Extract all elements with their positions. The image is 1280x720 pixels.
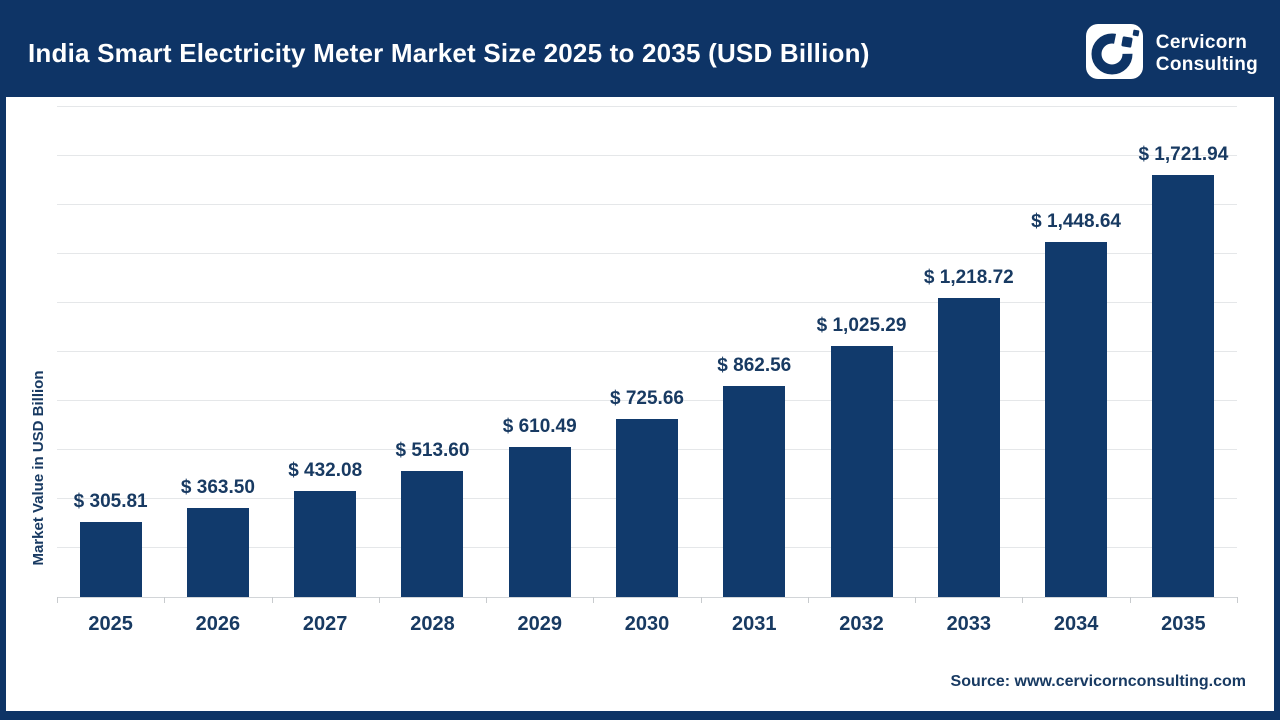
bar-2031 bbox=[723, 385, 786, 597]
frame-border-bottom bbox=[0, 711, 1280, 720]
page-title: India Smart Electricity Meter Market Siz… bbox=[28, 38, 870, 68]
x-axis-tick bbox=[486, 597, 488, 603]
bar-2033 bbox=[937, 298, 1000, 597]
x-axis-tick bbox=[57, 597, 58, 603]
bar-value-label-2032: $ 1,025.29 bbox=[816, 314, 907, 336]
x-axis-tick bbox=[164, 597, 166, 603]
x-axis-label-2025: 2025 bbox=[88, 613, 133, 635]
gridline-1000 bbox=[57, 351, 1237, 352]
bar-2025 bbox=[79, 522, 142, 597]
plot-area: $ 305.81 2025 $ 363.50 2026 $ 432.08 2027 $ 51… bbox=[57, 106, 1238, 635]
bar-2026 bbox=[186, 507, 249, 597]
bar-value-label-2030: $ 725.66 bbox=[610, 388, 684, 410]
gridline-1600 bbox=[57, 204, 1237, 205]
x-axis-label-2032: 2032 bbox=[839, 613, 884, 635]
bar-2032 bbox=[830, 345, 893, 597]
bar-2027 bbox=[294, 491, 357, 597]
x-axis-tick bbox=[915, 597, 917, 603]
frame-border-right bbox=[1274, 0, 1280, 720]
x-axis-tick bbox=[700, 597, 702, 603]
gridline-1200 bbox=[57, 302, 1237, 303]
source-text: Source: www.cervicornconsulting.com bbox=[950, 673, 1246, 690]
x-axis-label-2026: 2026 bbox=[195, 613, 241, 635]
bar-value-label-2028: $ 513.60 bbox=[395, 440, 470, 462]
bar-value-label-2027: $ 432.08 bbox=[288, 460, 363, 482]
gridline-800 bbox=[57, 400, 1237, 401]
x-axis-label-2029: 2029 bbox=[517, 613, 562, 635]
x-axis-tick bbox=[593, 597, 595, 603]
gridline-1400 bbox=[57, 253, 1237, 254]
x-axis-label-2035: 2035 bbox=[1161, 613, 1206, 635]
bar-chart: Market Value in USD Billion $ 305.81 2025… bbox=[0, 97, 1280, 711]
bar-value-label-2034: $ 1,448.64 bbox=[1031, 211, 1121, 233]
x-axis-tick bbox=[1022, 597, 1024, 603]
header-band: India Smart Electricity Meter Market Siz… bbox=[0, 0, 1280, 97]
x-axis-label-2027: 2027 bbox=[302, 613, 348, 635]
x-axis-tick bbox=[807, 597, 809, 603]
bar-2029 bbox=[508, 447, 571, 597]
bar-value-label-2033: $ 1,218.72 bbox=[923, 267, 1014, 289]
x-axis-label-2030: 2030 bbox=[624, 613, 670, 635]
bar-value-label-2029: $ 610.49 bbox=[502, 416, 577, 438]
bar-value-label-2025: $ 305.81 bbox=[73, 491, 148, 513]
bar-2028 bbox=[401, 471, 464, 597]
bar-value-label-2026: $ 363.50 bbox=[180, 476, 255, 498]
x-axis-label-2031: 2031 bbox=[732, 613, 777, 635]
y-axis-title: Market Value in USD Billion bbox=[30, 370, 47, 566]
brand-name-line2: Consulting bbox=[1155, 53, 1258, 75]
gridline-1800 bbox=[57, 155, 1237, 156]
bar-2034 bbox=[1045, 242, 1108, 597]
x-axis-tick bbox=[271, 597, 273, 603]
x-axis-tick bbox=[1237, 597, 1238, 603]
x-axis-label-2028: 2028 bbox=[410, 613, 455, 635]
bar-2035 bbox=[1152, 175, 1215, 597]
frame-border-left bbox=[0, 0, 6, 720]
bar-2030 bbox=[616, 419, 678, 597]
cervicorn-logo-icon bbox=[1085, 23, 1143, 84]
x-axis-tick bbox=[378, 597, 380, 603]
brand-name: Cervicorn Consulting bbox=[1156, 32, 1258, 75]
x-axis-label-2033: 2033 bbox=[946, 613, 992, 635]
brand-name-line1: Cervicorn bbox=[1155, 31, 1248, 53]
brand-logo: Cervicorn Consulting bbox=[1085, 23, 1258, 84]
x-axis-label-2034: 2034 bbox=[1053, 613, 1099, 635]
x-axis-tick bbox=[1129, 597, 1131, 603]
bar-value-label-2035: $ 1,721.94 bbox=[1138, 144, 1229, 166]
gridline-2000 bbox=[57, 106, 1237, 107]
bar-value-label-2031: $ 862.56 bbox=[717, 354, 792, 376]
